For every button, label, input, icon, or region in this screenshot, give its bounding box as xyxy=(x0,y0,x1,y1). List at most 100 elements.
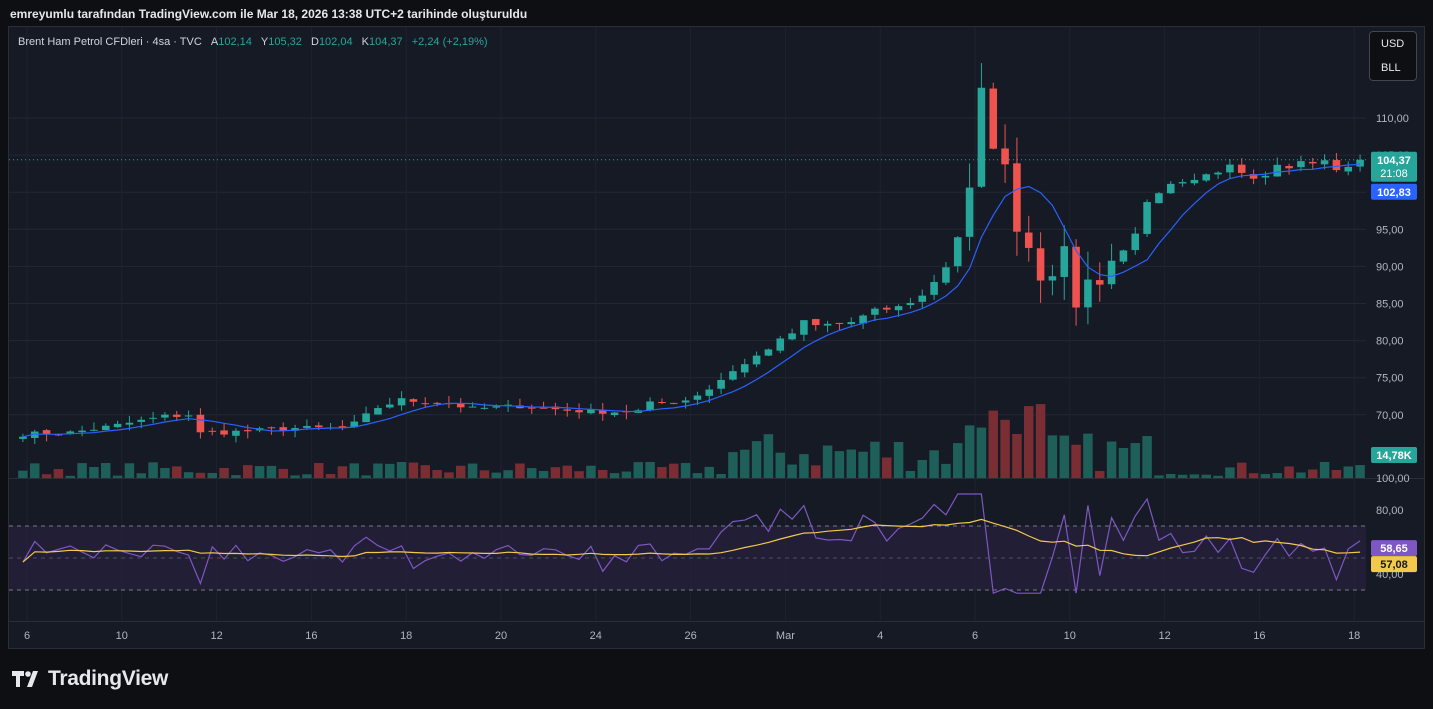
candle-body xyxy=(149,417,157,419)
close-value: 104,37 xyxy=(369,36,403,48)
volume-bar xyxy=(148,462,158,478)
volume-bar xyxy=(1154,475,1164,478)
candle-body xyxy=(918,295,927,302)
volume-bar xyxy=(337,466,348,478)
candle-body xyxy=(539,407,548,409)
currency-unit-button[interactable]: USD BLL xyxy=(1369,31,1417,81)
volume-bar xyxy=(325,474,336,478)
ma-badge xyxy=(1371,183,1417,200)
volume-bar xyxy=(574,471,584,478)
price-axis-tick: 80,00 xyxy=(1376,336,1404,348)
chart-canvas[interactable]: 70,00 75,00 80,00 85,00 90,00 95,00 100,00 105,… xyxy=(9,27,1424,648)
candle-body xyxy=(906,302,915,306)
volume-bar xyxy=(598,469,608,478)
volume-bar xyxy=(207,472,217,478)
last-price-badge xyxy=(1371,151,1417,182)
volume-bar xyxy=(1237,462,1247,478)
candle-body xyxy=(1001,148,1009,165)
volume-bar xyxy=(1142,436,1152,478)
candle-body xyxy=(859,315,867,324)
time-axis-tick: 10 xyxy=(1064,630,1076,642)
volume-bar xyxy=(822,445,833,478)
candle-body xyxy=(161,414,169,418)
candle-body xyxy=(1273,164,1282,177)
candle-body xyxy=(66,431,75,435)
volume-bar xyxy=(53,469,64,478)
chart-panel[interactable]: 70,00 75,00 80,00 85,00 90,00 95,00 100,00 105,… xyxy=(8,26,1425,649)
price-axis-tick: 75,00 xyxy=(1376,373,1404,385)
rsi-ma-line xyxy=(22,518,1361,563)
candle-body xyxy=(681,400,690,403)
volume-bar xyxy=(65,475,75,478)
volume-bars xyxy=(18,404,1365,478)
candle-body xyxy=(1119,250,1128,262)
volume-bar xyxy=(1000,419,1010,478)
change-value: +2,24 (+2,19%) xyxy=(411,36,488,48)
candle-body xyxy=(1048,276,1057,281)
candle-body xyxy=(1226,164,1234,173)
volume-bar xyxy=(432,470,442,478)
candle-body xyxy=(267,427,276,429)
candle-body xyxy=(456,403,465,408)
candle-body xyxy=(42,430,51,435)
volume-bar xyxy=(515,463,525,478)
volume-bar xyxy=(124,463,135,478)
volume-bar xyxy=(988,410,998,478)
volume-bar xyxy=(1260,474,1271,478)
candle-body xyxy=(220,430,228,435)
volume-bar xyxy=(716,474,726,478)
candle-body xyxy=(1344,166,1353,172)
time-axis-tick: 18 xyxy=(1348,630,1360,642)
candle-body xyxy=(1320,160,1329,165)
candle-body xyxy=(693,395,702,400)
volume-bar xyxy=(136,473,146,478)
volume-bar xyxy=(562,465,572,478)
volume-bar xyxy=(385,463,395,478)
candle-body xyxy=(930,282,938,295)
time-axis-tick: Mar xyxy=(776,630,795,642)
volume-bar xyxy=(1319,461,1330,478)
time-axis-separator xyxy=(9,621,1424,622)
candle-body xyxy=(717,379,725,389)
rsi-ma-badge xyxy=(1371,556,1417,573)
high-label: Y xyxy=(260,36,269,48)
volume-bar xyxy=(444,472,454,478)
candle-body xyxy=(385,404,394,408)
volume-bar xyxy=(905,470,916,478)
volume-bar xyxy=(1331,469,1342,478)
candle-body xyxy=(800,320,808,335)
volume-bar xyxy=(586,465,596,478)
volume-bar xyxy=(373,463,383,478)
volume-bar xyxy=(763,434,774,478)
low-value: 102,04 xyxy=(318,36,353,48)
time-axis-tick: 16 xyxy=(305,630,317,642)
volume-bar xyxy=(811,465,821,478)
candle-body xyxy=(953,237,962,267)
volume-bar xyxy=(787,464,797,478)
volume-bar xyxy=(41,474,52,478)
volume-bar xyxy=(645,461,655,478)
time-axis-tick: 16 xyxy=(1253,630,1265,642)
candle-body xyxy=(942,267,950,283)
volume-bar xyxy=(195,472,206,478)
volume-bar xyxy=(302,474,312,478)
candle-body xyxy=(965,187,974,237)
candle-body xyxy=(113,423,122,428)
rsi-axis-tick: 100,00 xyxy=(1376,473,1410,485)
candle-body xyxy=(1332,160,1341,171)
volume-bar xyxy=(1296,472,1306,478)
volume-bar xyxy=(1177,474,1188,478)
volume-bar xyxy=(917,460,927,478)
candle-body xyxy=(563,409,572,411)
candle-body xyxy=(291,428,299,431)
volume-bar xyxy=(1189,474,1200,478)
candle-body xyxy=(1202,174,1211,181)
candle-body xyxy=(1285,166,1293,169)
tradingview-logo[interactable]: TradingView xyxy=(12,667,168,691)
candle-body xyxy=(575,410,583,413)
candle-body xyxy=(279,427,288,431)
volume-bar xyxy=(740,449,750,478)
price-axis-tick: 70,00 xyxy=(1376,410,1404,422)
candle-body xyxy=(338,426,347,428)
volume-bar xyxy=(527,468,537,478)
